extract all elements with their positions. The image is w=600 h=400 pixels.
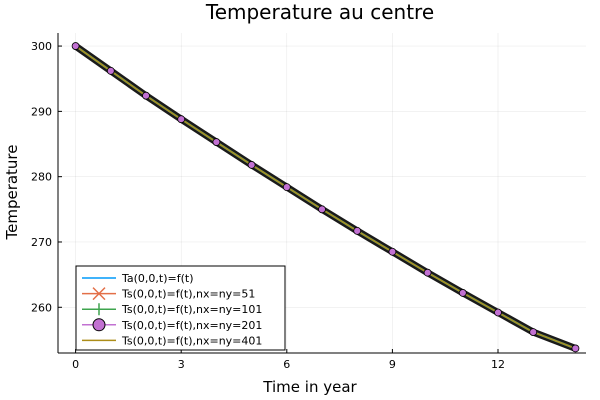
x-tick-label-4: 12 xyxy=(491,358,505,371)
legend-label-4: Ts(0,0,t)=f(t),nx=ny=401 xyxy=(121,334,262,347)
y-tick-label-0: 260 xyxy=(31,301,52,314)
x-tick-label-1: 3 xyxy=(178,358,185,371)
series-group xyxy=(71,42,580,353)
series-3-point-0 xyxy=(71,42,80,50)
legend-label-0: Ta(0,0,t)=f(t) xyxy=(121,272,194,285)
series-3-point-8 xyxy=(353,226,362,235)
x-tick-label-3: 9 xyxy=(389,358,396,371)
x-tick-label-0: 0 xyxy=(72,358,79,371)
series-3-point-10 xyxy=(423,268,432,277)
y-axis: 260 270 280 290 300 xyxy=(31,40,62,314)
series-3-point-1 xyxy=(106,66,115,75)
series-3-point-6 xyxy=(282,183,291,192)
series-3-point-12 xyxy=(494,308,502,317)
series-3-point-2 xyxy=(142,91,150,100)
x-axis: 0 3 6 9 12 xyxy=(72,349,505,371)
series-3-point-3 xyxy=(177,115,186,124)
legend-marker-3 xyxy=(92,318,106,332)
legend-marker-1 xyxy=(92,287,106,301)
series-3-point-13 xyxy=(529,328,538,337)
legend-label-1: Ts(0,0,t)=f(t),nx=ny=51 xyxy=(121,288,255,301)
y-tick-label-1: 270 xyxy=(31,236,52,249)
chart-title: Temperature au centre xyxy=(205,0,434,24)
series-3-point-7 xyxy=(318,205,326,214)
legend: Ta(0,0,t)=f(t) Ts(0,0,t)=f(t),nx=ny=51 Ts(… xyxy=(75,265,286,351)
series-3-point-4 xyxy=(212,138,221,146)
legend-label-3: Ts(0,0,t)=f(t),nx=ny=201 xyxy=(121,319,262,332)
series-3-point-9 xyxy=(388,247,397,256)
y-tick-label-3: 290 xyxy=(31,105,52,118)
x-axis-title: Time in year xyxy=(262,378,357,396)
x-tick-label-2: 6 xyxy=(283,358,290,371)
series-3-point-14 xyxy=(571,344,580,353)
y-tick-label-4: 300 xyxy=(31,40,52,53)
legend-marker-2 xyxy=(93,303,105,316)
series-3-point-11 xyxy=(458,289,467,297)
legend-box xyxy=(75,265,286,351)
y-axis-title: Temperature xyxy=(3,144,21,240)
legend-label-2: Ts(0,0,t)=f(t),nx=ny=101 xyxy=(121,303,262,316)
y-tick-label-2: 280 xyxy=(31,171,52,184)
series-3-point-5 xyxy=(247,161,256,169)
